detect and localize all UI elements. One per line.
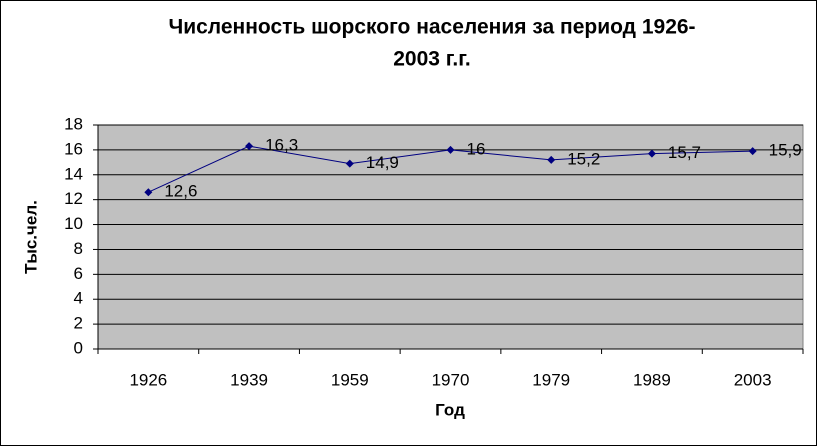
chart-title: Численность шорского населения за период… [168,16,695,39]
data-point [144,188,153,197]
x-tick-label: 1989 [633,370,671,389]
data-point [446,145,455,154]
y-tick-label: 6 [74,264,83,283]
x-tick-label: 1926 [129,370,167,389]
data-point [647,149,656,158]
y-tick-label: 2 [74,314,83,333]
data-point [345,159,354,168]
data-label: 12,6 [164,182,197,201]
x-tick-label: 1979 [532,370,570,389]
y-tick-label: 18 [64,114,83,133]
data-label: 16,3 [265,136,298,155]
y-tick-label: 12 [64,189,83,208]
data-label: 16 [467,139,486,158]
y-tick-label: 10 [64,214,83,233]
data-label: 15,2 [567,149,600,168]
plot-area [97,124,804,350]
data-label: 15,7 [668,143,701,162]
chart-title: 2003 г.г. [393,48,471,71]
y-tick-label: 0 [74,338,83,357]
data-point [245,142,254,151]
x-tick-label: 2003 [734,370,772,389]
data-point [748,147,757,156]
y-tick-label: 14 [64,164,83,183]
data-label: 14,9 [366,153,399,172]
y-axis-title: Тыс.чел. [21,200,40,274]
y-tick-label: 8 [74,239,83,258]
x-tick-label: 1970 [432,370,470,389]
x-tick-label: 1939 [230,370,268,389]
y-tick-label: 16 [64,139,83,158]
x-axis-title: Год [435,400,465,419]
data-label: 15,9 [769,141,802,160]
x-tick-label: 1959 [331,370,369,389]
data-point [547,155,556,164]
y-tick-label: 4 [74,289,83,308]
